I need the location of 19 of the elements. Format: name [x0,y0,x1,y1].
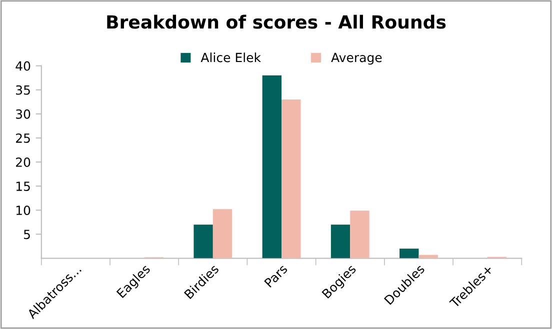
y-tick-label: 5 [24,230,30,240]
y-tick-label: 25 [16,133,30,143]
y-tick-label: 40 [16,61,30,71]
chart-title: Breakdown of scores - All Rounds [107,14,446,29]
y-tick-label: 10 [16,206,30,216]
bar [350,210,370,258]
legend-label: Alice Elek [200,52,261,62]
bar [400,248,419,258]
bar [330,224,350,258]
bar [418,254,438,258]
bar [262,75,282,258]
bar [212,209,232,258]
bar [194,224,213,258]
legend-label: Average [331,52,382,65]
bar [282,99,301,258]
y-tick-label: 15 [16,182,30,192]
y-tick-label: 35 [16,85,30,95]
y-tick-label: 30 [16,109,30,119]
y-tick-label: 20 [16,158,30,167]
